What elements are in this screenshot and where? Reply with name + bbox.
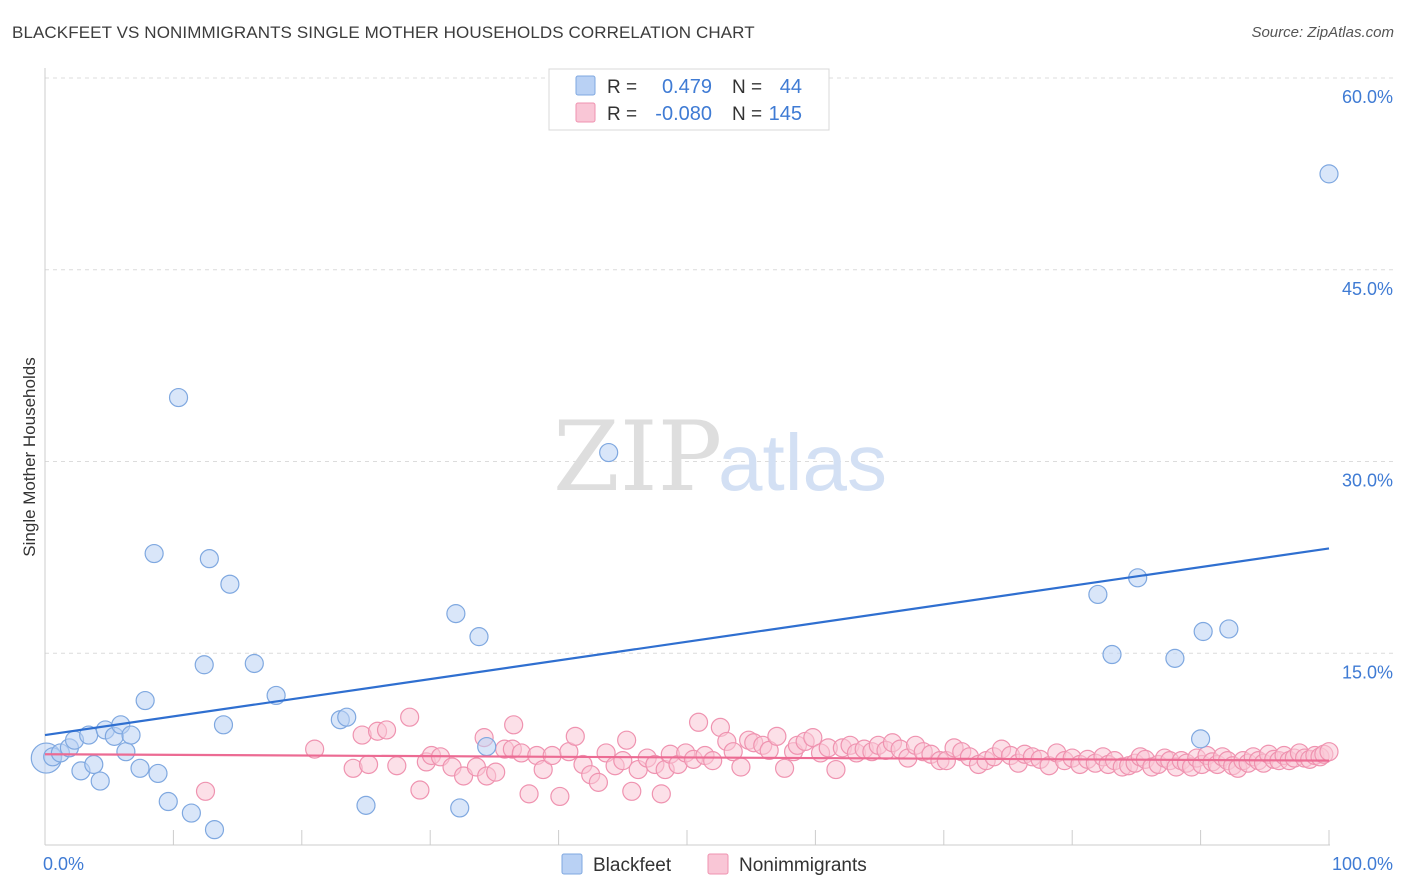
y-axis-label: Single Mother Households — [20, 357, 39, 556]
nonimmigrants-point — [767, 726, 787, 746]
chart-source: Source: ZipAtlas.com — [1251, 24, 1394, 41]
watermark: ZIP atlas — [553, 401, 887, 513]
nonimmigrants-point — [565, 726, 585, 746]
chart-title: BLACKFEET VS NONIMMIGRANTS SINGLE MOTHER… — [12, 23, 755, 42]
blackfeet-point — [135, 690, 155, 711]
blackfeet-point — [181, 803, 201, 823]
nonimmigrants-point — [195, 781, 216, 801]
trend-layer — [44, 547, 1330, 762]
legend-r-value-nonimmigrants: -0.080 — [655, 103, 712, 125]
nonimmigrants-point — [358, 754, 379, 775]
blackfeet-point — [213, 715, 234, 735]
nonimmigrants-point — [803, 728, 823, 748]
blackfeet-point — [446, 604, 466, 624]
watermark-zip: ZIP — [553, 401, 722, 513]
nonimmigrants-point — [387, 756, 407, 776]
nonimmigrants-point — [617, 730, 637, 750]
y-tick-label: 30.0% — [1342, 471, 1393, 491]
nonimmigrants-point — [519, 784, 539, 804]
blackfeet-point — [1165, 648, 1185, 668]
nonimmigrants-point — [774, 758, 795, 778]
blackfeet-point — [158, 791, 178, 812]
nonimmigrants-point — [400, 707, 420, 727]
blackfeet-point — [204, 820, 225, 840]
legend-n-value-nonimmigrants: 145 — [769, 103, 802, 125]
watermark-atlas: atlas — [718, 418, 887, 507]
blackfeet-point — [84, 754, 104, 775]
nonimmigrants-point — [826, 759, 846, 780]
legend-top: R = 0.479 N = 44 R = -0.080 N = 145 — [548, 68, 830, 131]
legend-bottom-swatch-blackfeet — [561, 853, 583, 875]
blackfeet-point — [116, 742, 136, 762]
nonimmigrants-point — [622, 781, 642, 801]
grid-layer — [45, 77, 1393, 654]
legend-bottom: Blackfeet Nonimmigrants — [561, 853, 867, 876]
y-tick-label: 60.0% — [1342, 87, 1393, 107]
nonimmigrants-point — [588, 772, 609, 792]
legend-r-value-blackfeet: 0.479 — [662, 76, 712, 98]
legend-n-label-blackfeet: N = — [732, 77, 762, 98]
nonimmigrants-point — [731, 757, 751, 777]
legend-swatch-blackfeet — [575, 75, 596, 96]
blackfeet-point — [1319, 164, 1339, 184]
blackfeet-point — [130, 758, 150, 778]
legend-n-value-blackfeet: 44 — [780, 76, 802, 98]
legend-r-label-blackfeet: R = — [607, 77, 637, 98]
nonimmigrants-point — [703, 751, 723, 771]
blackfeet-point — [1102, 644, 1122, 665]
legend-swatch-nonimmigrants — [575, 102, 596, 123]
blackfeet-point — [1193, 621, 1213, 642]
blackfeet-point — [121, 725, 141, 745]
legend-n-label-nonimmigrants: N = — [732, 104, 762, 125]
nonimmigrants-point — [723, 742, 743, 762]
nonimmigrants-trend-line — [44, 753, 1330, 762]
y-tick-label: 45.0% — [1342, 279, 1393, 299]
x-tick-label: 0.0% — [43, 854, 84, 874]
legend-bottom-label-blackfeet: Blackfeet — [593, 855, 672, 876]
blackfeet-point — [356, 795, 376, 815]
blackfeet-point — [1190, 729, 1211, 749]
blackfeet-point — [1088, 584, 1108, 605]
blackfeet-point — [90, 771, 110, 791]
blackfeet-point — [599, 442, 619, 463]
nonimmigrants-point — [542, 745, 562, 766]
nonimmigrants-point — [504, 715, 524, 735]
y-tick-label: 15.0% — [1342, 662, 1393, 682]
blackfeet-point — [194, 655, 214, 675]
legend-bottom-swatch-nonimmigrants — [707, 853, 729, 875]
x-tick-label: 100.0% — [1332, 854, 1393, 874]
blackfeet-point — [148, 763, 168, 784]
blackfeet-point — [199, 549, 219, 569]
legend-top-box — [548, 68, 830, 131]
nonimmigrants-point — [550, 786, 570, 807]
blackfeet-point — [469, 627, 489, 647]
blackfeet-point — [144, 543, 164, 564]
legend-bottom-label-nonimmigrants: Nonimmigrants — [739, 855, 867, 876]
blackfeet-point — [450, 798, 470, 818]
legend-r-label-nonimmigrants: R = — [607, 104, 637, 125]
nonimmigrants-point — [376, 720, 397, 740]
blackfeet-point — [244, 653, 264, 674]
nonimmigrants-point — [1319, 742, 1339, 762]
blackfeet-point — [1219, 619, 1239, 639]
nonimmigrants-point — [533, 759, 553, 780]
tick-layer: 15.0% 30.0% 45.0% 60.0% 0.0% 100.0% — [43, 87, 1393, 874]
blackfeet-point — [477, 736, 497, 757]
nonimmigrants-point — [305, 739, 325, 759]
nonimmigrants-point — [410, 780, 430, 800]
blackfeet-point — [337, 707, 357, 727]
blackfeet-trend-line — [44, 547, 1330, 737]
nonimmigrants-point — [688, 712, 709, 732]
nonimmigrants-point — [651, 784, 671, 804]
blackfeet-point — [220, 574, 240, 594]
blackfeet-point — [168, 387, 189, 408]
nonimmigrants-point — [486, 762, 506, 782]
